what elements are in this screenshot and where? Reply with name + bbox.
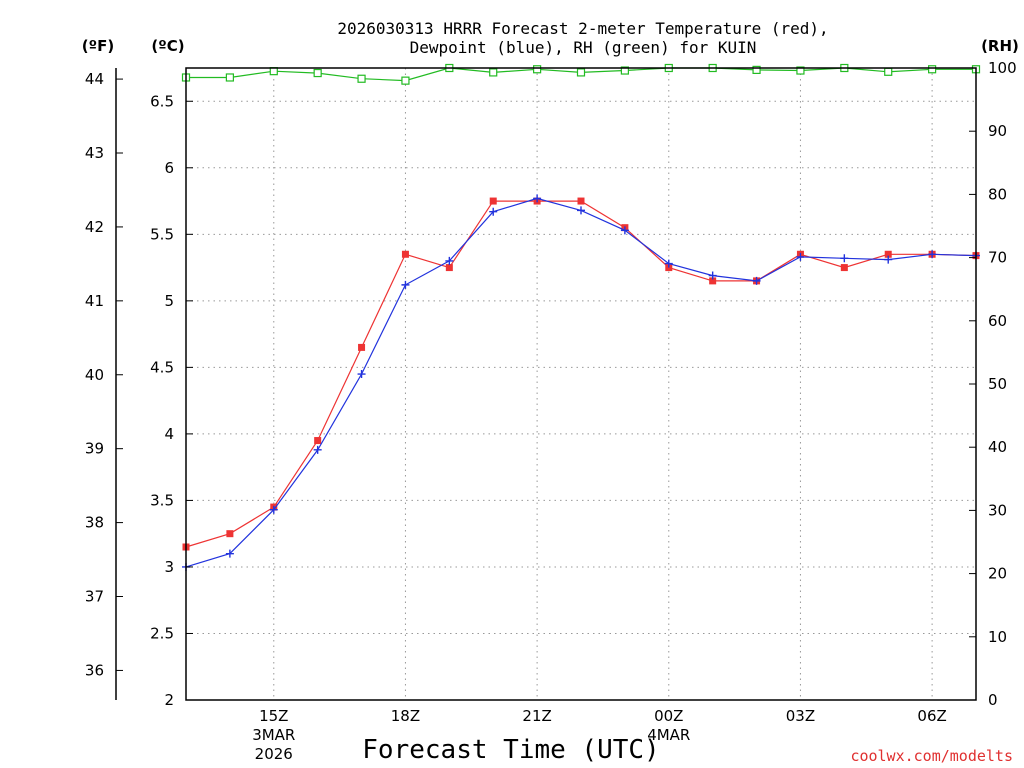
celsius-tick-label: 2.5 — [150, 624, 174, 642]
dewpoint-point — [489, 207, 498, 216]
dewpoint-point — [840, 254, 849, 263]
rh-point — [401, 76, 410, 85]
rh-point — [884, 67, 893, 76]
rh-tick-label: 70 — [988, 249, 1007, 267]
x-tick-label: 03Z — [786, 707, 815, 725]
rh-point — [357, 74, 366, 83]
dewpoint-point — [313, 445, 322, 454]
temperature-line — [185, 200, 977, 548]
rh-point — [576, 68, 586, 77]
dewpoint-point — [401, 280, 410, 289]
dewpoint-point — [752, 276, 761, 285]
temperature-point — [401, 250, 409, 258]
celsius-tick-label: 6.5 — [150, 92, 174, 110]
celsius-tick-label: 4 — [164, 425, 174, 443]
rh-tick-label: 60 — [988, 312, 1007, 330]
dewpoint-point — [577, 206, 585, 215]
temperature-point — [884, 250, 892, 258]
x-axis-label: Forecast Time (UTC) — [362, 735, 659, 765]
fahrenheit-tick-label: 41 — [85, 292, 104, 310]
fahrenheit-tick-label: 43 — [85, 144, 104, 162]
temperature-point — [489, 197, 497, 205]
fahrenheit-tick-label: 36 — [85, 661, 104, 679]
celsius-tick-label: 6 — [164, 159, 174, 177]
dewpoint-point — [269, 505, 278, 514]
rh-point — [620, 66, 629, 75]
celsius-tick-label: 4.5 — [150, 358, 174, 376]
dewpoint-point — [533, 194, 542, 203]
rh-tick-label: 40 — [988, 438, 1007, 456]
x-tick-label: 3MAR — [252, 726, 295, 744]
rh-tick-label: 10 — [988, 628, 1007, 646]
dewpoint-line — [185, 197, 977, 568]
rh-point — [928, 65, 937, 74]
dewpoint-point — [664, 259, 673, 268]
x-tick-label: 21Z — [522, 707, 551, 725]
dewpoint-point — [225, 549, 234, 558]
temperature-point — [445, 264, 453, 272]
celsius-tick-label: 3.5 — [150, 491, 174, 509]
x-tick-label: 4MAR — [647, 726, 690, 744]
rh-unit-label: (RH) — [981, 37, 1019, 55]
dewpoint-point — [884, 255, 893, 264]
rh-point — [533, 65, 542, 74]
dewpoint-point — [620, 226, 629, 235]
celsius-tick-label: 2 — [164, 691, 174, 709]
grid — [186, 68, 976, 700]
rh-tick-label: 100 — [988, 59, 1017, 77]
rh-tick-label: 0 — [988, 691, 998, 709]
temperature-point — [226, 530, 234, 538]
temperature-point — [709, 277, 717, 285]
celsius-tick-label: 5 — [164, 292, 174, 310]
x-tick-label: 18Z — [391, 707, 420, 725]
rh-point — [313, 68, 322, 78]
title-line-2: Dewpoint (blue), RH (green) for KUIN — [410, 38, 757, 57]
rh-tick-label: 30 — [988, 501, 1007, 519]
fahrenheit-tick-label: 44 — [85, 70, 104, 88]
rh-point — [752, 65, 761, 74]
x-tick-label: 00Z — [654, 707, 683, 725]
dewpoint-point — [445, 256, 454, 265]
temperature-point — [840, 264, 848, 272]
rh-tick-label: 90 — [988, 122, 1007, 140]
x-tick-label: 2026 — [255, 745, 293, 763]
temperature-point — [577, 197, 585, 205]
dewpoint-point — [928, 250, 937, 259]
x-tick-label: 06Z — [917, 707, 946, 725]
dewpoint-point — [796, 252, 805, 261]
rh-tick-label: 80 — [988, 185, 1007, 203]
rh-tick-label: 50 — [988, 375, 1007, 393]
dewpoint-point — [708, 271, 717, 280]
temperature-point — [358, 343, 366, 351]
rh-point — [225, 73, 234, 82]
celsius-unit-label: (ºC) — [151, 37, 184, 55]
dewpoint-point — [357, 370, 366, 379]
rh-point — [489, 68, 498, 77]
rh-point — [796, 66, 805, 75]
rh-tick-label: 20 — [988, 565, 1007, 583]
celsius-tick-label: 5.5 — [150, 225, 174, 243]
title-line-1: 2026030313 HRRR Forecast 2-meter Tempera… — [337, 19, 828, 38]
fahrenheit-tick-label: 38 — [85, 514, 104, 532]
temperature-point — [314, 437, 322, 445]
plot-frame — [185, 67, 977, 701]
fahrenheit-tick-label: 39 — [85, 440, 104, 458]
fahrenheit-tick-label: 40 — [85, 366, 104, 384]
credit-text: coolwx.com/modelts — [850, 747, 1013, 765]
series-layer — [181, 63, 981, 571]
celsius-tick-label: 3 — [164, 558, 174, 576]
fahrenheit-tick-label: 37 — [85, 588, 104, 606]
fahrenheit-unit-label: (ºF) — [82, 37, 114, 55]
fahrenheit-tick-label: 42 — [85, 218, 104, 236]
chart-title: 2026030313 HRRR Forecast 2-meter Tempera… — [337, 19, 828, 57]
x-tick-label: 15Z — [259, 707, 288, 725]
